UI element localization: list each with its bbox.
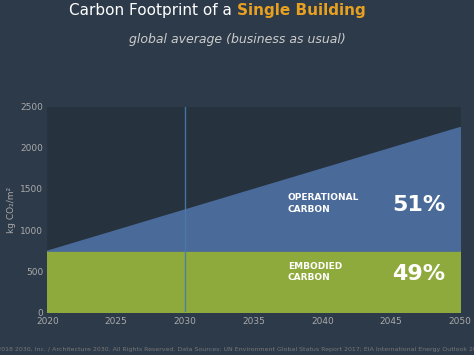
Text: OPERATIONAL
CARBON: OPERATIONAL CARBON (288, 193, 359, 214)
Text: Carbon Footprint of a: Carbon Footprint of a (69, 3, 237, 18)
Text: global average (business as usual): global average (business as usual) (128, 33, 346, 45)
Text: 51%: 51% (392, 195, 445, 215)
Y-axis label: kg CO₂/m²: kg CO₂/m² (7, 186, 16, 233)
Text: © 2018 2030, Inc. / Architecture 2030. All Rights Reserved. Data Sources: UN Env: © 2018 2030, Inc. / Architecture 2030. A… (0, 347, 474, 353)
Text: 49%: 49% (392, 264, 445, 284)
Text: Single Building: Single Building (237, 3, 366, 18)
Text: EMBODIED
CARBON: EMBODIED CARBON (288, 262, 342, 283)
